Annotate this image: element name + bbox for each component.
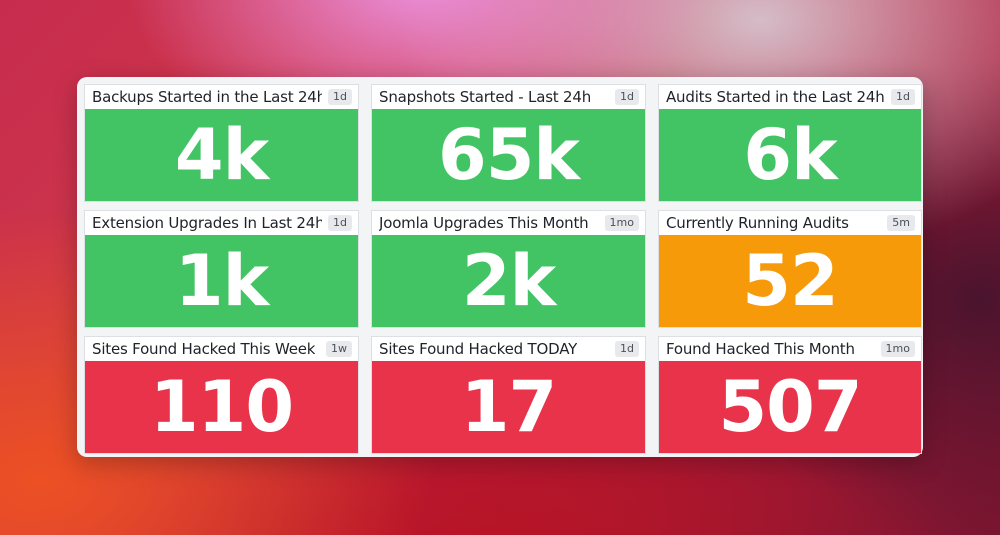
- widget-running-audits[interactable]: Currently Running Audits 5m 52: [659, 211, 921, 327]
- widget-hacked-today[interactable]: Sites Found Hacked TODAY 1d 17: [372, 337, 645, 453]
- widget-header: Backups Started in the Last 24h 1d: [85, 85, 358, 109]
- widget-header: Sites Found Hacked This Week 1w: [85, 337, 358, 361]
- widget-value: 1k: [85, 235, 358, 327]
- time-range-badge: 1d: [615, 341, 639, 357]
- widget-value: 65k: [372, 109, 645, 201]
- widget-title: Joomla Upgrades This Month: [379, 214, 589, 232]
- widget-value: 507: [659, 361, 921, 453]
- time-range-badge: 1mo: [604, 215, 639, 231]
- widget-value: 17: [372, 361, 645, 453]
- widget-header: Snapshots Started - Last 24h 1d: [372, 85, 645, 109]
- widget-backups-started[interactable]: Backups Started in the Last 24h 1d 4k: [85, 85, 358, 201]
- widget-title: Currently Running Audits: [666, 214, 849, 232]
- widget-title: Snapshots Started - Last 24h: [379, 88, 592, 106]
- widget-header: Joomla Upgrades This Month 1mo: [372, 211, 645, 235]
- widget-header: Currently Running Audits 5m: [659, 211, 921, 235]
- widget-hacked-this-week[interactable]: Sites Found Hacked This Week 1w 110: [85, 337, 358, 453]
- time-range-badge: 1d: [891, 89, 915, 105]
- widget-title: Sites Found Hacked This Week: [92, 340, 316, 358]
- widget-value: 2k: [372, 235, 645, 327]
- widget-title: Audits Started in the Last 24h: [666, 88, 885, 106]
- time-range-badge: 1w: [326, 341, 352, 357]
- time-range-badge: 1mo: [880, 341, 915, 357]
- widget-value: 52: [659, 235, 921, 327]
- widget-title: Backups Started in the Last 24h: [92, 88, 323, 106]
- widget-snapshots-started[interactable]: Snapshots Started - Last 24h 1d 65k: [372, 85, 645, 201]
- time-range-badge: 5m: [887, 215, 915, 231]
- widget-value: 4k: [85, 109, 358, 201]
- widget-joomla-upgrades[interactable]: Joomla Upgrades This Month 1mo 2k: [372, 211, 645, 327]
- widget-audits-started[interactable]: Audits Started in the Last 24h 1d 6k: [659, 85, 921, 201]
- widget-extension-upgrades[interactable]: Extension Upgrades In Last 24h 1d 1k: [85, 211, 358, 327]
- widget-value: 6k: [659, 109, 921, 201]
- widget-header: Found Hacked This Month 1mo: [659, 337, 921, 361]
- time-range-badge: 1d: [328, 215, 352, 231]
- widget-header: Audits Started in the Last 24h 1d: [659, 85, 921, 109]
- time-range-badge: 1d: [328, 89, 352, 105]
- widget-title: Found Hacked This Month: [666, 340, 855, 358]
- time-range-badge: 1d: [615, 89, 639, 105]
- widget-header: Sites Found Hacked TODAY 1d: [372, 337, 645, 361]
- widget-header: Extension Upgrades In Last 24h 1d: [85, 211, 358, 235]
- dashboard-board: Backups Started in the Last 24h 1d 4k Sn…: [77, 77, 923, 457]
- widget-hacked-this-month[interactable]: Found Hacked This Month 1mo 507: [659, 337, 921, 453]
- widget-title: Sites Found Hacked TODAY: [379, 340, 578, 358]
- widget-title: Extension Upgrades In Last 24h: [92, 214, 323, 232]
- widget-value: 110: [85, 361, 358, 453]
